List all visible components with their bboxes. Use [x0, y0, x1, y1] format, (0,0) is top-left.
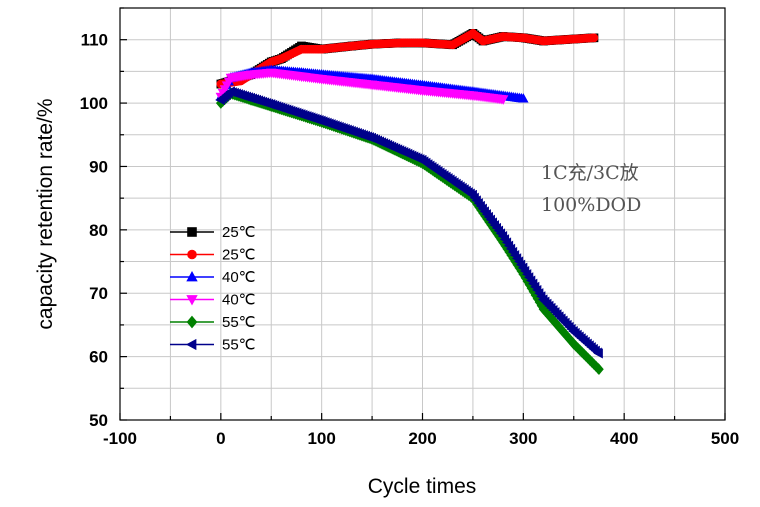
legend-label: 25℃ — [222, 247, 256, 264]
legend-label: 40℃ — [222, 269, 256, 286]
data-point — [593, 348, 603, 359]
data-point — [265, 99, 276, 110]
legend-marker — [187, 249, 197, 260]
legend-item: 40℃ — [170, 269, 256, 286]
data-point — [568, 326, 578, 337]
data-point — [467, 91, 479, 101]
x-tick-label: -100 — [103, 429, 137, 448]
y-tick-label: 90 — [89, 157, 108, 176]
data-point — [589, 33, 599, 43]
data-point — [245, 92, 255, 104]
data-point — [316, 115, 326, 126]
legend-item: 40℃ — [170, 292, 256, 309]
series-line — [220, 90, 600, 354]
data-point — [497, 231, 508, 242]
data-point — [366, 132, 376, 144]
x-tick-label: 400 — [610, 429, 638, 448]
legend-marker — [186, 315, 198, 329]
legend-item: 25℃ — [170, 247, 256, 264]
series-4 — [215, 68, 509, 105]
y-tick-label: 60 — [89, 348, 108, 367]
y-axis-title: capacity retention rate/% — [34, 98, 57, 329]
data-point — [468, 29, 478, 38]
annotation-dod: 100%DOD — [541, 194, 641, 216]
data-point — [417, 86, 428, 96]
data-point — [568, 338, 579, 350]
data-point — [594, 363, 604, 375]
data-point — [538, 294, 548, 305]
series-6 — [215, 86, 603, 359]
x-tick-label: 500 — [711, 429, 739, 448]
legend-item: 55℃ — [170, 314, 256, 331]
legend-item: 25℃ — [170, 224, 256, 241]
data-point — [417, 155, 427, 166]
data-point — [539, 36, 548, 46]
data-point — [347, 41, 357, 51]
data-point — [266, 68, 277, 79]
data-point — [225, 73, 237, 84]
data-point — [519, 33, 528, 43]
data-point — [559, 35, 568, 44]
data-point — [245, 70, 257, 80]
x-tick-label: 200 — [408, 429, 436, 448]
legend-label: 55℃ — [222, 314, 256, 331]
y-tick-label: 70 — [89, 284, 108, 303]
data-point — [448, 40, 458, 50]
data-point — [518, 93, 529, 103]
series-layer — [215, 29, 604, 375]
annotation-charge-discharge: 1C充/3C放 — [541, 162, 639, 184]
y-tick-label: 100 — [80, 94, 108, 113]
legend-label: 40℃ — [222, 292, 256, 309]
data-point — [297, 44, 306, 54]
legend-marker — [186, 270, 198, 282]
data-point — [277, 54, 286, 64]
data-point — [418, 38, 427, 48]
y-tick-label: 50 — [89, 411, 108, 430]
legend-marker — [186, 295, 198, 306]
data-point — [398, 38, 407, 48]
tick-layer: -100 0 100 200 300 400 500 50 60 70 80 90 100 110 — [80, 7, 739, 448]
legend-marker — [187, 227, 197, 237]
series-2 — [216, 29, 599, 89]
data-point — [266, 57, 276, 67]
x-tick-label: 0 — [216, 429, 225, 448]
data-point — [316, 75, 327, 85]
data-point — [467, 189, 477, 201]
data-point — [296, 72, 307, 82]
data-point — [215, 94, 225, 106]
data-point — [367, 39, 377, 49]
data-point — [225, 86, 235, 97]
x-tick-label: 300 — [509, 429, 537, 448]
x-tick-label: 100 — [307, 429, 335, 448]
data-point — [366, 80, 378, 91]
legend-marker — [185, 338, 197, 351]
y-tick-label: 80 — [89, 221, 108, 240]
data-point — [317, 44, 326, 54]
data-point — [478, 36, 488, 46]
x-axis-title: Cycle times — [368, 475, 477, 498]
legend-label: 55℃ — [222, 337, 256, 354]
data-point — [498, 95, 509, 105]
data-point — [517, 262, 528, 273]
legend-item: 55℃ — [170, 337, 256, 354]
legend: 25℃ 25℃ 40℃ 40℃ 55℃ 55℃ — [170, 224, 256, 354]
legend-label: 25℃ — [222, 224, 256, 241]
y-tick-label: 110 — [81, 31, 108, 50]
data-point — [498, 32, 508, 41]
series-5 — [216, 87, 604, 375]
